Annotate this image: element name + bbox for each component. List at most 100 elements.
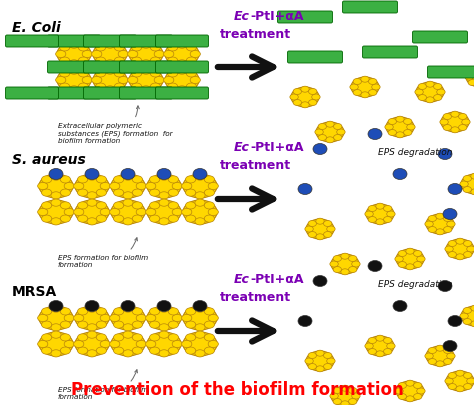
Ellipse shape [458,125,467,131]
Ellipse shape [366,336,394,356]
Ellipse shape [204,334,214,341]
Ellipse shape [204,347,214,354]
Ellipse shape [195,350,205,357]
Ellipse shape [75,332,109,356]
Ellipse shape [60,308,71,315]
Ellipse shape [96,321,107,328]
Ellipse shape [149,215,160,223]
Ellipse shape [78,70,89,78]
Ellipse shape [159,331,169,339]
Ellipse shape [159,200,169,207]
Ellipse shape [368,338,376,343]
Ellipse shape [42,321,52,328]
FancyBboxPatch shape [6,36,58,48]
Ellipse shape [78,190,88,197]
Ellipse shape [132,202,143,209]
Ellipse shape [147,175,181,198]
Ellipse shape [353,90,362,96]
Ellipse shape [172,209,182,216]
Ellipse shape [396,381,424,401]
Ellipse shape [426,82,434,88]
FancyBboxPatch shape [119,62,173,74]
Ellipse shape [451,112,459,118]
Ellipse shape [195,218,205,226]
Ellipse shape [448,184,462,195]
Ellipse shape [73,315,84,322]
Ellipse shape [445,378,453,384]
Ellipse shape [425,222,433,228]
Ellipse shape [57,69,91,93]
Ellipse shape [306,220,334,239]
Ellipse shape [368,349,376,355]
Ellipse shape [446,371,474,391]
Ellipse shape [186,58,197,65]
Ellipse shape [436,214,444,220]
Ellipse shape [462,120,470,126]
Ellipse shape [186,84,197,91]
Ellipse shape [425,353,433,359]
Ellipse shape [73,183,84,190]
Ellipse shape [464,384,472,390]
Ellipse shape [348,399,357,405]
Ellipse shape [428,227,437,233]
FancyBboxPatch shape [119,36,173,48]
Ellipse shape [42,190,52,197]
Ellipse shape [366,205,394,224]
Ellipse shape [467,246,474,252]
Ellipse shape [403,119,412,125]
Ellipse shape [182,341,192,348]
Ellipse shape [438,281,452,292]
Ellipse shape [456,370,464,376]
Ellipse shape [428,359,437,364]
Ellipse shape [316,350,324,356]
Ellipse shape [149,176,160,183]
Ellipse shape [458,114,467,120]
Ellipse shape [387,343,395,349]
Ellipse shape [87,218,97,226]
Ellipse shape [105,42,115,49]
Ellipse shape [157,301,171,312]
Ellipse shape [146,315,156,322]
Ellipse shape [131,58,142,65]
Ellipse shape [315,130,323,136]
Ellipse shape [464,373,472,379]
Ellipse shape [128,51,138,58]
Ellipse shape [418,95,427,101]
Ellipse shape [467,378,474,384]
Ellipse shape [398,262,407,268]
Ellipse shape [114,84,125,91]
Ellipse shape [60,215,71,223]
Ellipse shape [141,61,151,68]
Ellipse shape [96,45,106,52]
Ellipse shape [167,45,178,52]
Ellipse shape [308,353,317,358]
Ellipse shape [165,43,199,67]
Ellipse shape [82,51,92,58]
Ellipse shape [195,174,205,181]
Ellipse shape [136,209,146,216]
Ellipse shape [466,68,474,88]
Ellipse shape [463,176,472,182]
Ellipse shape [448,241,456,247]
Text: treatment: treatment [219,159,291,172]
FancyBboxPatch shape [83,62,137,74]
Ellipse shape [149,334,160,341]
Ellipse shape [316,219,324,225]
Ellipse shape [182,315,192,322]
Ellipse shape [185,334,196,341]
Ellipse shape [447,353,455,359]
Ellipse shape [183,200,217,224]
Ellipse shape [129,43,163,67]
Ellipse shape [463,319,472,325]
Ellipse shape [96,176,107,183]
Ellipse shape [316,123,344,143]
Ellipse shape [39,306,73,330]
Ellipse shape [398,394,407,399]
Ellipse shape [306,351,334,371]
Ellipse shape [131,84,142,91]
Ellipse shape [42,308,52,315]
Ellipse shape [185,308,196,315]
FancyBboxPatch shape [119,88,173,100]
Ellipse shape [51,200,61,207]
Ellipse shape [168,334,179,341]
